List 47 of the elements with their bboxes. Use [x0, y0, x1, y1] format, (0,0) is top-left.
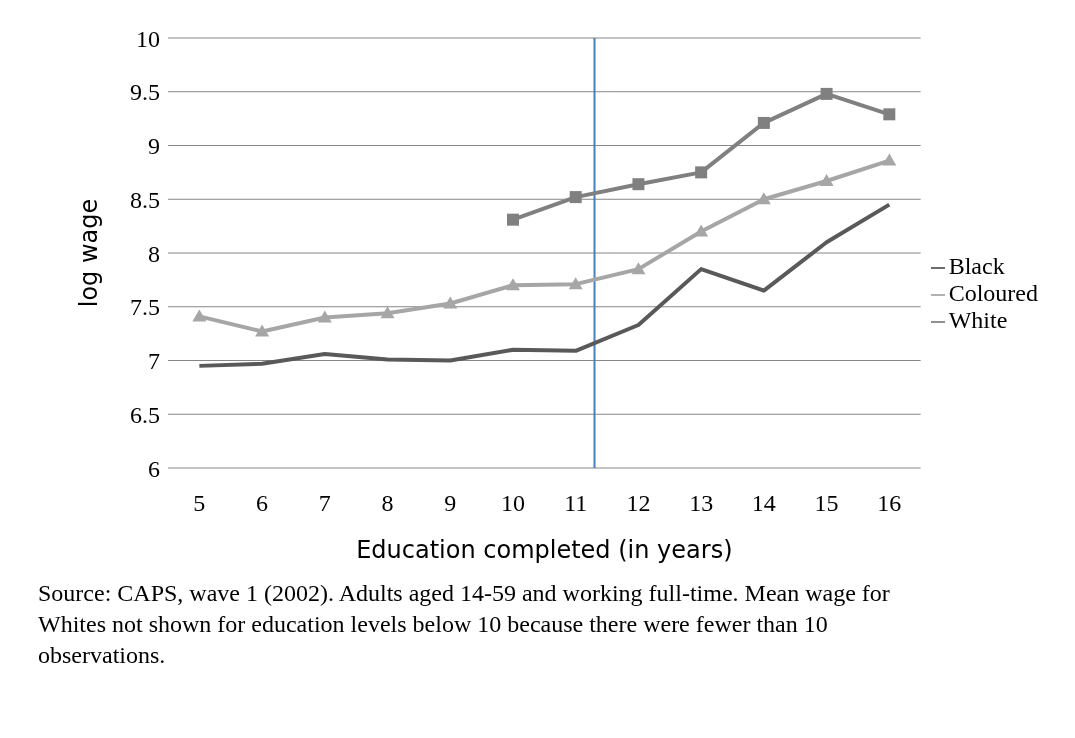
point	[631, 262, 646, 275]
point	[506, 213, 519, 226]
point	[443, 296, 458, 309]
source-note: Source: CAPS, wave 1 (2002). Adults aged 14-59 and working full-time. Mean wage for Whites not shown for education levels below 10 because there were fewer than 10 observations.	[38, 579, 891, 671]
y-tick-label: 8	[148, 240, 160, 267]
point	[317, 310, 332, 323]
point	[255, 324, 270, 337]
line-series	[197, 202, 892, 368]
point	[757, 116, 770, 129]
x-tick-label: 11	[564, 490, 588, 517]
x-tick-label: 14	[751, 490, 776, 517]
y-tick-label: 10	[136, 25, 160, 52]
x-tick-label: 9	[444, 490, 457, 517]
point	[756, 192, 771, 205]
point	[505, 278, 520, 291]
y-tick-label: 6.5	[130, 401, 160, 428]
point	[380, 306, 395, 319]
legend-label: Black	[948, 252, 1005, 279]
x-tick-label: 15	[814, 490, 839, 517]
x-tick-label: 5	[193, 490, 206, 517]
x-tick-label: 6	[256, 490, 269, 517]
point	[568, 277, 583, 290]
y-tick-label: 6	[148, 455, 160, 482]
y-axis-title: log wage	[74, 198, 103, 308]
y-tick-label: 9	[148, 133, 160, 160]
point	[632, 178, 645, 191]
point	[820, 87, 833, 100]
point	[569, 191, 582, 204]
legend-label: White	[948, 306, 1008, 333]
x-tick-label: 12	[626, 490, 651, 517]
point	[192, 309, 207, 322]
legend-label: Coloured	[948, 279, 1038, 306]
x-tick-label: 16	[877, 490, 902, 517]
x-tick-label: 8	[381, 490, 394, 517]
point	[819, 173, 834, 186]
x-axis-title: Education completed (in years)	[356, 536, 733, 564]
point	[882, 153, 897, 166]
x-tick-label: 13	[689, 490, 714, 517]
point	[694, 224, 709, 237]
point	[695, 166, 708, 179]
y-tick-label: 9.5	[130, 79, 160, 106]
point	[883, 108, 896, 121]
y-tick-label: 7.5	[130, 294, 160, 321]
y-tick-label: 7	[148, 348, 160, 375]
x-tick-label: 7	[318, 490, 331, 517]
x-tick-label: 10	[500, 490, 525, 517]
y-tick-label: 8.5	[130, 186, 160, 213]
